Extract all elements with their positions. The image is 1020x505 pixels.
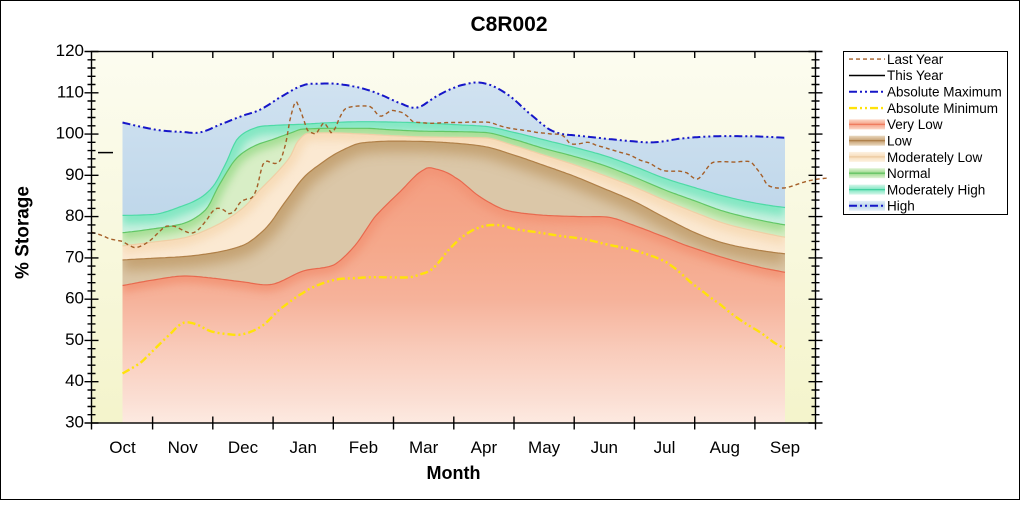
svg-text:Very Low: Very Low <box>887 117 943 132</box>
svg-text:Moderately High: Moderately High <box>887 182 985 197</box>
svg-text:Jan: Jan <box>289 438 316 457</box>
svg-text:Jun: Jun <box>591 438 618 457</box>
svg-text:High: High <box>887 199 915 214</box>
svg-text:120: 120 <box>56 41 84 60</box>
svg-text:May: May <box>528 438 561 457</box>
svg-text:40: 40 <box>65 371 84 390</box>
svg-text:30: 30 <box>65 413 84 432</box>
svg-text:Dec: Dec <box>228 438 259 457</box>
svg-text:80: 80 <box>65 206 84 225</box>
svg-text:Sep: Sep <box>770 438 800 457</box>
svg-text:Jul: Jul <box>654 438 676 457</box>
svg-text:Feb: Feb <box>349 438 378 457</box>
svg-text:Oct: Oct <box>109 438 136 457</box>
svg-text:% Storage: % Storage <box>13 186 34 279</box>
svg-text:This Year: This Year <box>887 68 944 83</box>
svg-text:Last Year: Last Year <box>887 52 944 67</box>
svg-text:Apr: Apr <box>471 438 498 457</box>
svg-text:Aug: Aug <box>710 438 740 457</box>
svg-text:Nov: Nov <box>168 438 199 457</box>
svg-text:70: 70 <box>65 247 84 266</box>
svg-text:110: 110 <box>57 82 84 101</box>
svg-text:90: 90 <box>65 165 84 184</box>
svg-text:50: 50 <box>65 330 84 349</box>
svg-text:Moderately Low: Moderately Low <box>887 150 983 165</box>
svg-text:100: 100 <box>56 124 84 143</box>
svg-text:60: 60 <box>65 289 84 308</box>
svg-text:Absolute Minimum: Absolute Minimum <box>887 101 998 116</box>
svg-text:Mar: Mar <box>409 438 439 457</box>
svg-text:C8R002: C8R002 <box>470 13 547 36</box>
svg-text:Normal: Normal <box>887 166 931 181</box>
svg-text:Low: Low <box>887 134 912 149</box>
svg-text:Absolute Maximum: Absolute Maximum <box>887 85 1002 100</box>
svg-text:Month: Month <box>427 463 481 483</box>
